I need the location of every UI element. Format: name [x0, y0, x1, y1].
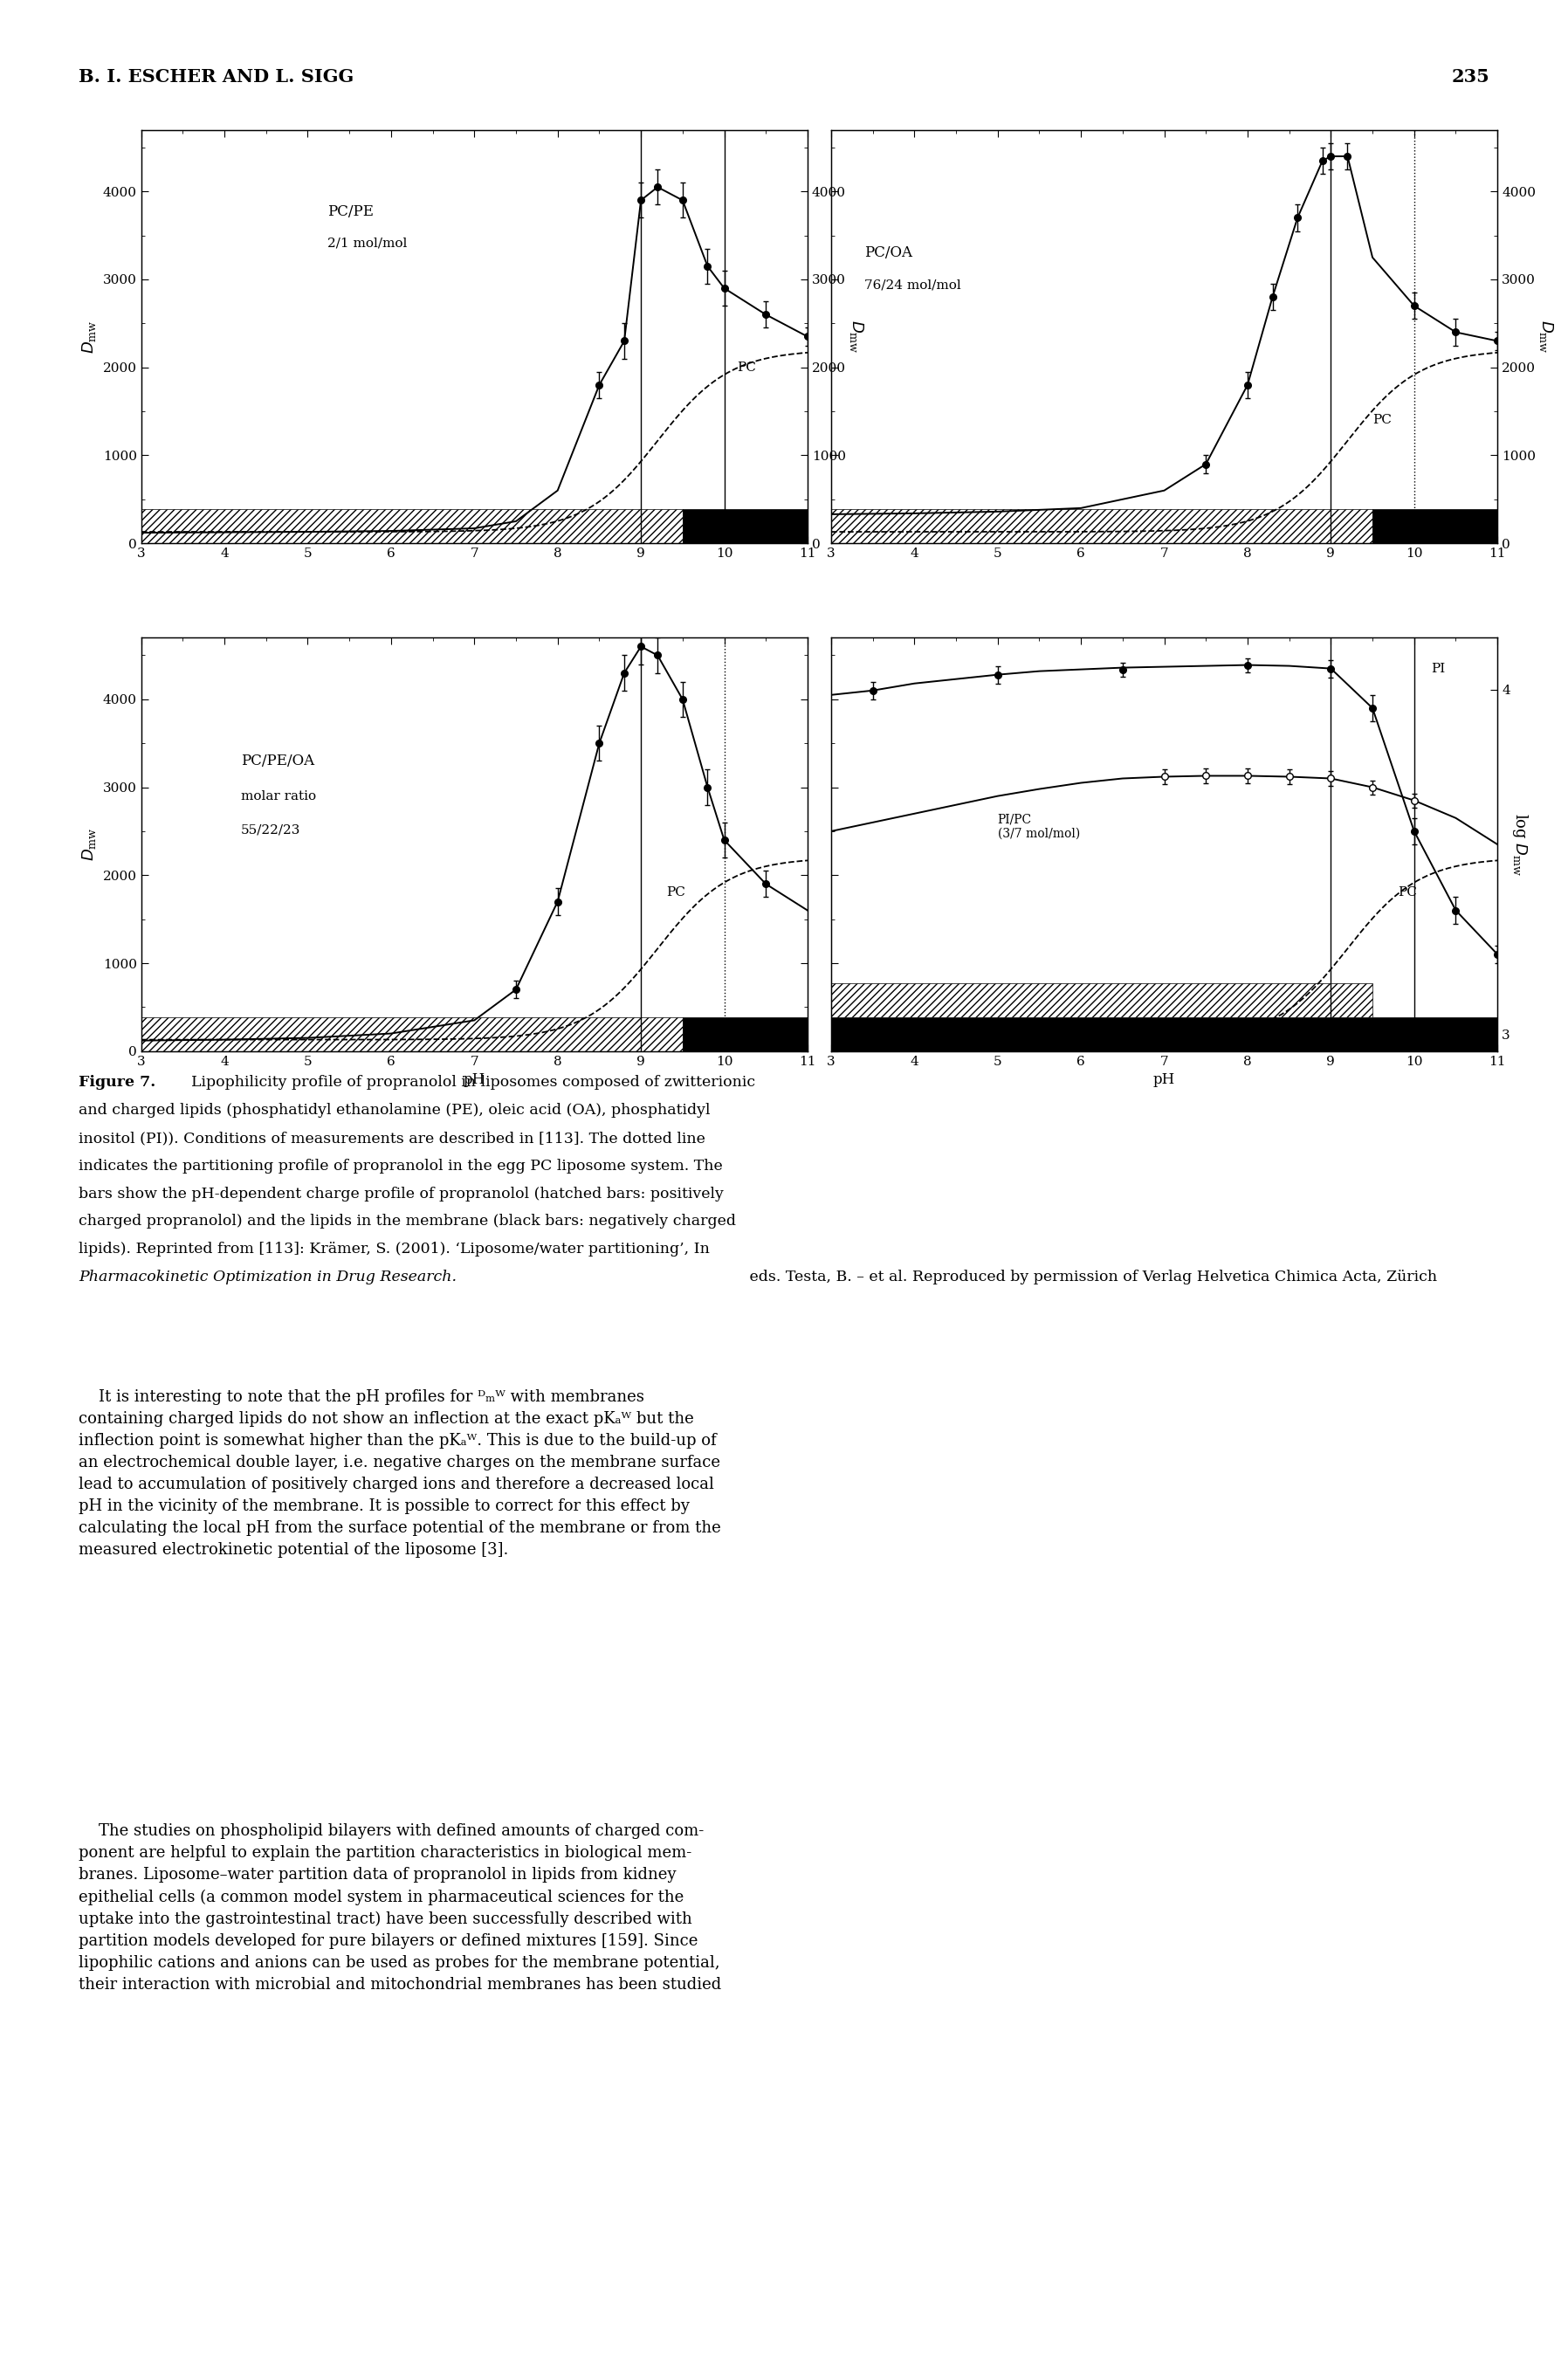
X-axis label: pH: pH	[1152, 1072, 1176, 1087]
Text: Lipophilicity profile of propranolol in liposomes composed of zwitterionic: Lipophilicity profile of propranolol in …	[182, 1075, 756, 1091]
Text: eds. Testa, B. – et al. Reproduced by permission of Verlag Helvetica Chimica Act: eds. Testa, B. – et al. Reproduced by pe…	[745, 1271, 1436, 1285]
Bar	[831, 1018, 1497, 1051]
Text: 76/24 mol/mol: 76/24 mol/mol	[864, 279, 961, 291]
Bar	[1372, 510, 1497, 543]
Bar	[831, 510, 1372, 543]
Text: indicates the partitioning profile of propranolol in the egg PC liposome system.: indicates the partitioning profile of pr…	[78, 1160, 723, 1174]
Text: lipids). Reprinted from [113]: Krämer, S. (2001). ‘Liposome/water partitioning’,: lipids). Reprinted from [113]: Krämer, S…	[78, 1242, 709, 1257]
Text: Figure 7.: Figure 7.	[78, 1075, 155, 1091]
Text: PI: PI	[1430, 661, 1446, 676]
Text: PC/OA: PC/OA	[864, 246, 913, 260]
Text: The studies on phospholipid bilayers with defined amounts of charged com-
ponent: The studies on phospholipid bilayers wit…	[78, 1823, 721, 1994]
Text: Pharmacokinetic Optimization in Drug Research.: Pharmacokinetic Optimization in Drug Res…	[78, 1271, 456, 1285]
Y-axis label: $D_\mathregular{mw}$: $D_\mathregular{mw}$	[80, 319, 97, 354]
Text: bars show the pH-dependent charge profile of propranolol (hatched bars: positive: bars show the pH-dependent charge profil…	[78, 1186, 723, 1202]
X-axis label: pH: pH	[463, 1072, 486, 1087]
Text: PC/PE: PC/PE	[328, 205, 375, 220]
Bar	[141, 510, 682, 543]
Text: charged propranolol) and the lipids in the membrane (black bars: negatively char: charged propranolol) and the lipids in t…	[78, 1214, 735, 1228]
Bar	[831, 983, 1372, 1018]
Text: B. I. ESCHER AND L. SIGG: B. I. ESCHER AND L. SIGG	[78, 68, 354, 85]
Text: 55/22/23: 55/22/23	[241, 824, 301, 836]
Text: PC: PC	[1397, 886, 1416, 900]
Text: 235: 235	[1452, 68, 1490, 85]
Text: PC: PC	[1372, 413, 1391, 425]
Bar	[141, 1018, 682, 1051]
Bar	[682, 510, 808, 543]
Text: inositol (PI)). Conditions of measurements are described in [113]. The dotted li: inositol (PI)). Conditions of measuremen…	[78, 1131, 706, 1146]
Y-axis label: $D_\mathregular{mw}$: $D_\mathregular{mw}$	[848, 319, 866, 354]
Text: 2/1 mol/mol: 2/1 mol/mol	[328, 239, 408, 250]
Y-axis label: log $D_\mathregular{mw}$: log $D_\mathregular{mw}$	[1510, 813, 1530, 876]
Bar	[682, 1018, 808, 1051]
Text: and charged lipids (phosphatidyl ethanolamine (PE), oleic acid (OA), phosphatidy: and charged lipids (phosphatidyl ethanol…	[78, 1103, 710, 1117]
Text: PI/PC
(3/7 mol/mol): PI/PC (3/7 mol/mol)	[997, 813, 1080, 841]
Text: molar ratio: molar ratio	[241, 791, 317, 803]
Y-axis label: $D_\mathregular{mw}$: $D_\mathregular{mw}$	[80, 827, 97, 862]
Text: PC/PE/OA: PC/PE/OA	[241, 753, 315, 768]
Text: PC: PC	[737, 361, 756, 373]
Text: PC: PC	[666, 886, 685, 900]
Text: It is interesting to note that the pH profiles for ᴰₘᵂ with membranes
containing: It is interesting to note that the pH pr…	[78, 1389, 721, 1557]
Y-axis label: $D_\mathregular{mw}$: $D_\mathregular{mw}$	[1538, 319, 1555, 354]
